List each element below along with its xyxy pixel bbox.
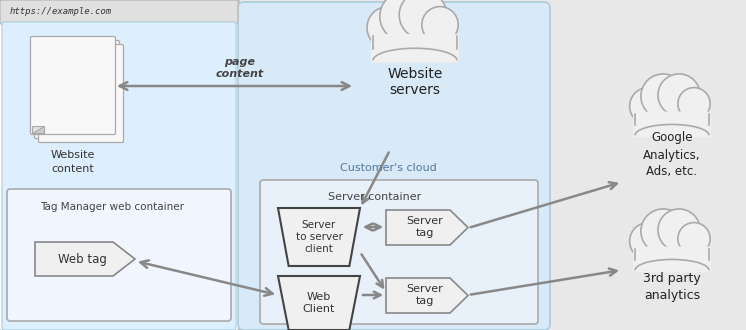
FancyBboxPatch shape	[39, 45, 124, 143]
Circle shape	[678, 222, 710, 255]
Text: Web tag: Web tag	[57, 252, 107, 266]
Text: Website
servers: Website servers	[387, 67, 442, 97]
FancyBboxPatch shape	[31, 37, 116, 135]
Text: Server
tag: Server tag	[407, 216, 443, 238]
Circle shape	[630, 222, 667, 260]
Circle shape	[641, 74, 686, 118]
FancyBboxPatch shape	[371, 34, 459, 62]
Circle shape	[421, 7, 458, 43]
Text: 3rd party
analytics: 3rd party analytics	[643, 272, 701, 302]
Polygon shape	[386, 278, 468, 313]
FancyBboxPatch shape	[0, 0, 238, 24]
Polygon shape	[386, 210, 468, 245]
FancyBboxPatch shape	[34, 41, 119, 139]
FancyBboxPatch shape	[373, 28, 457, 58]
Text: Server
tag: Server tag	[407, 284, 443, 306]
Circle shape	[630, 87, 667, 125]
FancyBboxPatch shape	[2, 22, 236, 330]
Polygon shape	[278, 208, 360, 266]
Circle shape	[399, 0, 447, 39]
Text: page
content: page content	[216, 57, 264, 79]
Circle shape	[678, 87, 710, 120]
Circle shape	[658, 74, 700, 116]
FancyBboxPatch shape	[260, 180, 538, 324]
Circle shape	[641, 209, 686, 253]
Polygon shape	[32, 126, 44, 133]
Text: Google
Analytics,
Ads, etc.: Google Analytics, Ads, etc.	[643, 131, 700, 179]
Polygon shape	[35, 242, 135, 276]
FancyBboxPatch shape	[7, 189, 231, 321]
FancyBboxPatch shape	[635, 106, 709, 133]
Circle shape	[658, 209, 700, 251]
FancyBboxPatch shape	[635, 241, 709, 268]
Circle shape	[367, 7, 409, 49]
Text: Customer's cloud: Customer's cloud	[339, 163, 436, 173]
FancyBboxPatch shape	[238, 2, 550, 330]
Text: Web
Client: Web Client	[303, 292, 335, 314]
FancyBboxPatch shape	[633, 247, 711, 272]
Text: Server
to server
client: Server to server client	[295, 220, 342, 253]
Polygon shape	[32, 126, 44, 133]
Text: Server container: Server container	[328, 192, 421, 202]
Circle shape	[380, 0, 430, 42]
FancyBboxPatch shape	[0, 0, 239, 330]
Text: https://example.com: https://example.com	[10, 8, 112, 16]
FancyBboxPatch shape	[633, 112, 711, 137]
Text: Tag Manager web container: Tag Manager web container	[40, 202, 184, 212]
Polygon shape	[278, 276, 360, 330]
Text: Website
content: Website content	[51, 150, 95, 174]
